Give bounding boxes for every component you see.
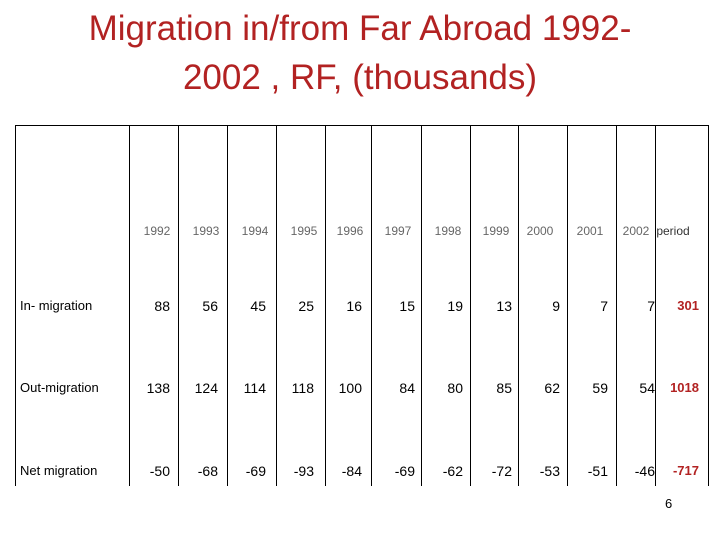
year-header: 1996: [336, 224, 364, 238]
year-header: 1992: [143, 224, 171, 238]
row-label: Net migration: [20, 463, 98, 478]
table-vertical-line: [470, 126, 471, 486]
year-header: 1997: [384, 224, 412, 238]
table-cell: 85: [496, 380, 512, 396]
row-label: Out-migration: [20, 380, 99, 395]
page-number: 6: [665, 496, 673, 511]
table-cell: 118: [291, 380, 314, 396]
period-total-cell: 301: [677, 298, 699, 313]
table-vertical-line: [276, 126, 277, 486]
table-cell: 13: [496, 298, 512, 314]
year-header: 1998: [434, 224, 462, 238]
table-cell: -46: [634, 463, 655, 479]
table-cell: -84: [341, 463, 362, 479]
period-total-cell: 1018: [670, 380, 699, 395]
table-cell: -93: [293, 463, 314, 479]
period-total-cell: -717: [672, 463, 699, 478]
table-cell: 25: [298, 298, 314, 314]
period-header: period: [656, 224, 690, 238]
table-cell: 56: [202, 298, 218, 314]
table-vertical-line: [325, 126, 326, 486]
table-cell: -62: [442, 463, 463, 479]
table-cell: 54: [639, 380, 655, 396]
table-vertical-line: [129, 126, 130, 486]
table-cell: 100: [338, 380, 362, 396]
table-vertical-line: [655, 126, 656, 486]
table-cell: 16: [346, 298, 362, 314]
table-cell: 114: [243, 380, 266, 396]
table-cell: -68: [197, 463, 218, 479]
table-cell: 15: [399, 298, 415, 314]
table-cell: 62: [544, 380, 560, 396]
slide-title: Migration in/from Far Abroad 1992- 2002 …: [0, 4, 720, 102]
table-cell: -50: [149, 463, 170, 479]
table-cell: 59: [592, 380, 608, 396]
year-header: 2002: [622, 224, 650, 238]
year-header: 2000: [526, 224, 554, 238]
table-vertical-line: [567, 126, 568, 486]
table-vertical-line: [616, 126, 617, 486]
table-vertical-line: [15, 126, 16, 486]
table-cell: 138: [146, 380, 170, 396]
table-cell: 88: [154, 298, 170, 314]
table-vertical-line: [518, 126, 519, 486]
migration-table: 1992 1993 1994 1995 1996 1997 1998 1999 2000 2001…: [15, 125, 709, 486]
table-cell: -53: [539, 463, 560, 479]
year-header: 2001: [576, 224, 604, 238]
table-cell: 124: [194, 380, 218, 396]
table-cell: 9: [552, 298, 560, 314]
row-label: In- migration: [20, 298, 93, 313]
table-cell: 7: [600, 298, 608, 314]
table-cell: 19: [447, 298, 463, 314]
slide-title-line-2: 2002 , RF, (thousands): [182, 58, 538, 97]
year-header: 1995: [290, 224, 318, 238]
year-header: 1994: [241, 224, 269, 238]
table-cell: 84: [399, 380, 415, 396]
table-cell: 45: [250, 298, 266, 314]
year-header: 1993: [192, 224, 220, 238]
table-cell: -69: [394, 463, 415, 479]
table-cell: -69: [245, 463, 266, 479]
year-header: 1999: [482, 224, 510, 238]
slide-title-line-1: Migration in/from Far Abroad 1992-: [88, 9, 632, 48]
table-cell: 7: [647, 298, 655, 314]
table-vertical-line: [421, 126, 422, 486]
table-vertical-line: [371, 126, 372, 486]
table-vertical-line: [227, 126, 228, 486]
table-cell: 80: [447, 380, 463, 396]
table-cell: -72: [491, 463, 512, 479]
table-cell: -51: [587, 463, 608, 479]
table-vertical-line: [178, 126, 179, 486]
